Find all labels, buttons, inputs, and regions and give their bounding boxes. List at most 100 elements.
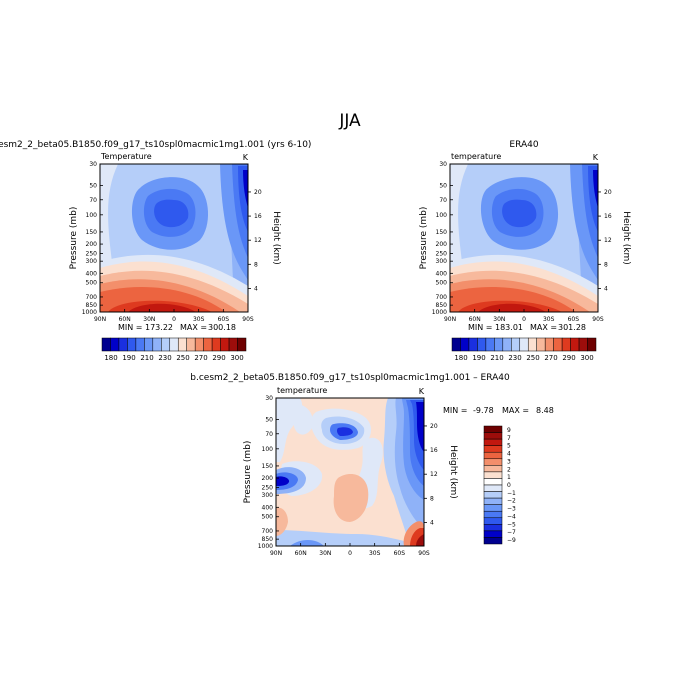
panel-difference-y-tick-label: 1000 bbox=[258, 543, 273, 550]
panel-model-colorbar-label: 180 bbox=[104, 354, 117, 362]
panel-difference-colorbar-label: −7 bbox=[507, 529, 516, 536]
panel-era40-colorbar-label: 180 bbox=[454, 354, 467, 362]
panel-model-ylabel-right: Height (km) bbox=[271, 211, 281, 265]
panel-era40-x-tick-label: 90N bbox=[444, 316, 456, 323]
panel-model-contour-field bbox=[100, 164, 248, 312]
panel-era40-y-tick-label: 500 bbox=[436, 280, 448, 287]
panel-model-x-tick-label: 30N bbox=[143, 316, 155, 323]
panel-era40-y-tick-label: 850 bbox=[436, 302, 448, 309]
panel-era40-colorbar-swatch bbox=[570, 337, 580, 352]
panel-era40-x-tick-label: 90S bbox=[592, 316, 604, 323]
panel-era40-colorbar-swatch bbox=[561, 337, 571, 352]
panel-model-y-tick-label: 850 bbox=[86, 302, 98, 309]
panel-model-min-value: 173.22 bbox=[145, 323, 173, 332]
panel-difference-colorbar-label: 7 bbox=[507, 435, 511, 442]
panel-era40-y-tick-label: 250 bbox=[436, 250, 448, 257]
panel-model-x-tick-label: 90N bbox=[94, 316, 106, 323]
panel-model-colorbar-swatch bbox=[152, 337, 162, 352]
panel-era40-colorbar: 180 190 210 230 250 270 290 300 bbox=[451, 337, 597, 362]
panel-era40-y-tick-label: 400 bbox=[436, 270, 448, 277]
panel-difference-colorbar-label: −1 bbox=[507, 490, 516, 497]
panel-difference-units: K bbox=[419, 387, 425, 396]
panel-model-colorbar-swatch bbox=[161, 337, 171, 352]
panel-era40-y-tick-label: 30 bbox=[439, 161, 447, 168]
panel-model-y-tick-label: 300 bbox=[86, 258, 98, 265]
panel-era40-colorbar-label: 190 bbox=[472, 354, 485, 362]
panel-era40-height-tick-label: 8 bbox=[604, 261, 608, 268]
panel-model-x-tick-label: 0 bbox=[172, 316, 176, 323]
panel-difference-colorbar-label: 9 bbox=[507, 427, 511, 434]
panel-era40-colorbar-swatch bbox=[502, 337, 512, 352]
panel-era40-y-tick-label: 100 bbox=[436, 212, 448, 219]
panel-model-colorbar-swatch bbox=[203, 337, 213, 352]
panel-era40-left-label: temperature bbox=[451, 152, 501, 161]
panel-model-y-tick-label: 1000 bbox=[82, 309, 97, 316]
panel-model-title: b.cesm2_2_beta05.B1850.f09_g17_ts10spl0m… bbox=[0, 140, 311, 150]
panel-difference-height-tick-label: 16 bbox=[430, 447, 438, 454]
panel-difference-colorbar-swatch bbox=[483, 425, 503, 433]
panel-difference-colorbar-swatch bbox=[483, 478, 503, 486]
panel-difference-y-tick-label: 250 bbox=[262, 484, 274, 491]
panel-era40-colorbar-swatch bbox=[511, 337, 521, 352]
panel-difference-colorbar-label: −9 bbox=[507, 537, 516, 544]
figure-title: JJA bbox=[338, 111, 361, 131]
panel-difference-colorbar-swatch bbox=[483, 438, 503, 446]
panel-difference-y-tick-label: 200 bbox=[262, 475, 274, 482]
panel-era40-colorbar-swatch bbox=[451, 337, 461, 352]
panel-model-colorbar-swatch bbox=[144, 337, 154, 352]
panel-difference-y-tick-label: 300 bbox=[262, 492, 274, 499]
panel-difference-colorbar-label: 4 bbox=[507, 451, 511, 458]
panel-era40-y-tick-label: 50 bbox=[439, 183, 447, 190]
panel-difference-left-label: temperature bbox=[277, 386, 327, 395]
panel-difference-colorbar-label: −4 bbox=[507, 513, 516, 520]
panel-era40-colorbar-swatch bbox=[485, 337, 495, 352]
panel-era40-y-tick-label: 700 bbox=[436, 294, 448, 301]
panel-model-colorbar-label: 210 bbox=[140, 354, 153, 362]
panel-difference-x-tick-label: 30S bbox=[369, 550, 381, 557]
panel-difference-colorbar-swatch bbox=[483, 484, 503, 492]
panel-era40-min-value: 183.01 bbox=[495, 323, 523, 332]
panel-era40-x-tick-label: 30S bbox=[543, 316, 555, 323]
panel-model-x-tick-label: 30S bbox=[193, 316, 205, 323]
panel-difference-colorbar-swatch bbox=[483, 524, 503, 532]
panel-model-colorbar-swatch bbox=[211, 337, 221, 352]
panel-era40-max-label: MAX = bbox=[530, 323, 557, 332]
panel-era40-title: ERA40 bbox=[509, 140, 538, 150]
panel-era40-colorbar-label: 270 bbox=[544, 354, 557, 362]
panel-difference-height-tick-label: 4 bbox=[430, 519, 434, 526]
panel-model-colorbar-swatch bbox=[194, 337, 204, 352]
panel-model-x-tick-label: 60N bbox=[119, 316, 131, 323]
panel-model-y-tick-label: 700 bbox=[86, 294, 98, 301]
panel-model-y-tick-label: 100 bbox=[86, 212, 98, 219]
panel-era40-height-tick-label: 12 bbox=[604, 237, 612, 244]
panel-model-colorbar-swatch bbox=[228, 337, 238, 352]
panel-difference-colorbar-label: 3 bbox=[507, 458, 511, 465]
panel-difference-y-tick-label: 150 bbox=[262, 463, 274, 470]
panel-difference-min-value: -9.78 bbox=[473, 406, 494, 415]
panel-difference-height-tick-label: 8 bbox=[430, 495, 434, 502]
panel-era40-y-tick-label: 1000 bbox=[432, 309, 447, 316]
panel-difference-y-tick-label: 850 bbox=[262, 536, 274, 543]
panel-era40-y-tick-label: 300 bbox=[436, 258, 448, 265]
panel-era40-colorbar-swatch bbox=[477, 337, 487, 352]
panel-model-colorbar-swatch bbox=[135, 337, 145, 352]
panel-era40-y-tick-label: 70 bbox=[439, 197, 447, 204]
panel-era40-height-tick-label: 16 bbox=[604, 213, 612, 220]
panel-era40-colorbar-swatch bbox=[536, 337, 546, 352]
panel-era40-colorbar-swatch bbox=[494, 337, 504, 352]
panel-difference-colorbar-swatch bbox=[483, 445, 503, 453]
panel-difference-colorbar-label: −2 bbox=[507, 498, 516, 505]
panel-model-units: K bbox=[243, 153, 249, 162]
panel-model-colorbar-label: 270 bbox=[194, 354, 207, 362]
panel-difference-y-tick-label: 700 bbox=[262, 528, 274, 535]
panel-model-height-tick-label: 8 bbox=[254, 261, 258, 268]
panel-era40-colorbar-swatch bbox=[527, 337, 537, 352]
panel-model-y-tick-label: 400 bbox=[86, 270, 98, 277]
panel-model-x-tick-label: 60S bbox=[218, 316, 230, 323]
panel-model-y-tick-label: 30 bbox=[89, 161, 97, 168]
panel-model-height-tick-label: 4 bbox=[254, 285, 258, 292]
panel-era40-colorbar-label: 210 bbox=[490, 354, 503, 362]
panel-difference-ylabel-right: Height (km) bbox=[448, 445, 458, 499]
panel-difference-x-tick-label: 0 bbox=[348, 550, 352, 557]
